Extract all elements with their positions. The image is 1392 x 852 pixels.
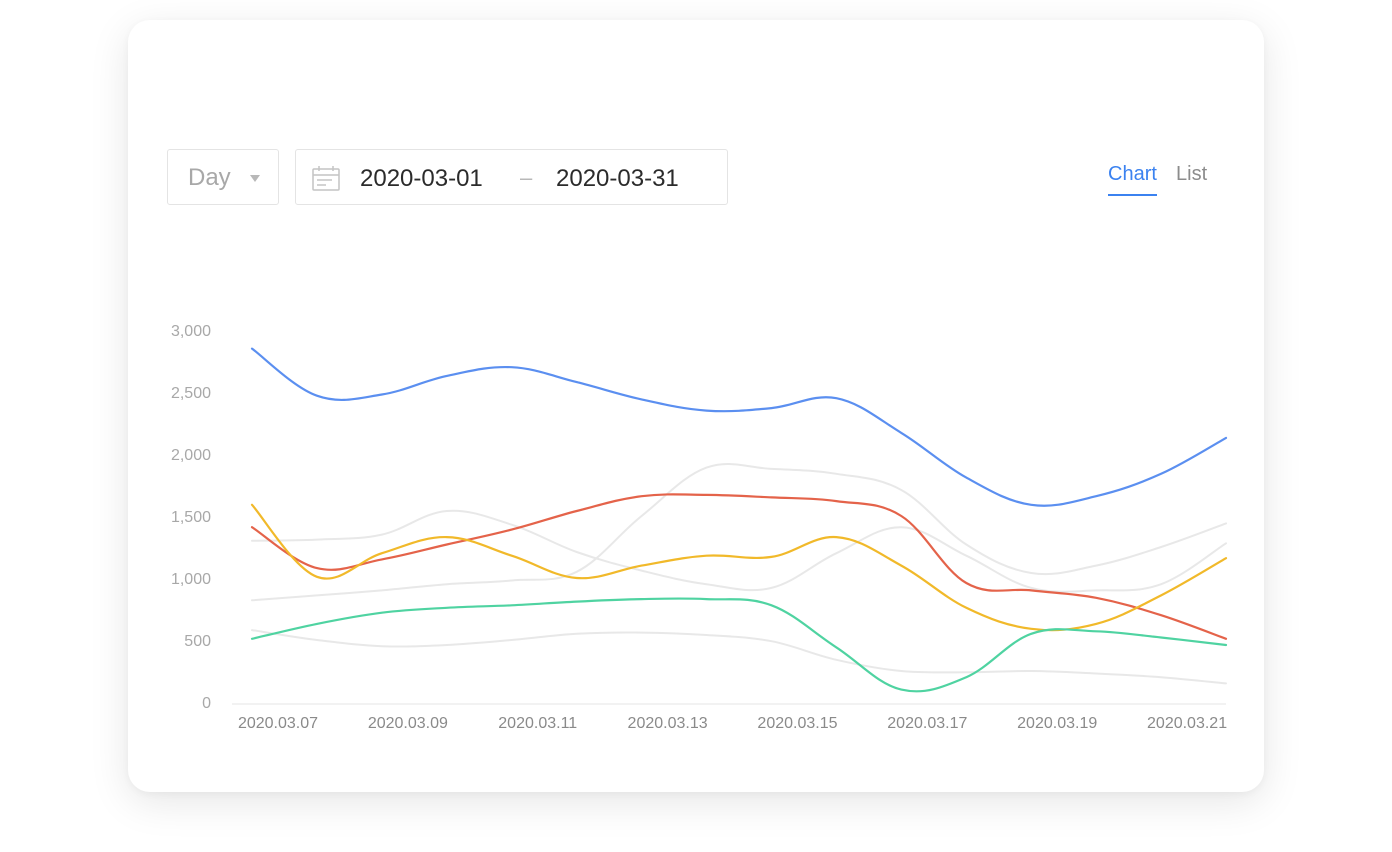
tab-chart[interactable]: Chart <box>1108 163 1157 196</box>
y-tick-label: 2,000 <box>171 447 211 464</box>
start-date-input[interactable]: 2020-03-01 <box>360 165 483 192</box>
series-line-4 <box>250 347 1228 507</box>
y-tick-label: 0 <box>202 695 211 712</box>
x-tick-label: 2020.03.13 <box>628 715 708 732</box>
series-line-7 <box>250 597 1228 693</box>
end-date-input[interactable]: 2020-03-31 <box>556 165 679 192</box>
x-tick-label: 2020.03.07 <box>238 715 318 732</box>
content-card <box>128 20 1264 792</box>
x-tick-label: 2020.03.21 <box>1147 715 1227 732</box>
tab-list[interactable]: List <box>1176 163 1208 185</box>
x-tick-label: 2020.03.19 <box>1017 715 1097 732</box>
x-tick-label: 2020.03.09 <box>368 715 448 732</box>
y-tick-label: 1,000 <box>171 571 211 588</box>
y-tick-label: 1,500 <box>171 509 211 526</box>
series-line-1 <box>251 509 1227 593</box>
series-line-5 <box>250 493 1228 640</box>
date-separator: – <box>520 165 533 190</box>
x-tick-label: 2020.03.17 <box>887 715 967 732</box>
chevron-down-icon <box>250 175 260 182</box>
x-tick-label: 2020.03.15 <box>757 715 837 732</box>
y-tick-label: 500 <box>184 633 211 650</box>
date-range-picker[interactable]: 2020-03-01 – 2020-03-31 <box>295 149 728 205</box>
x-tick-label: 2020.03.11 <box>498 715 577 732</box>
calendar-icon <box>312 166 340 191</box>
period-select[interactable]: Day <box>167 149 279 205</box>
y-tick-label: 2,500 <box>171 385 211 402</box>
series-line-3 <box>251 629 1227 685</box>
series-line-2 <box>251 462 1227 602</box>
period-select-value: Day <box>188 164 231 191</box>
y-tick-label: 3,000 <box>171 323 211 340</box>
